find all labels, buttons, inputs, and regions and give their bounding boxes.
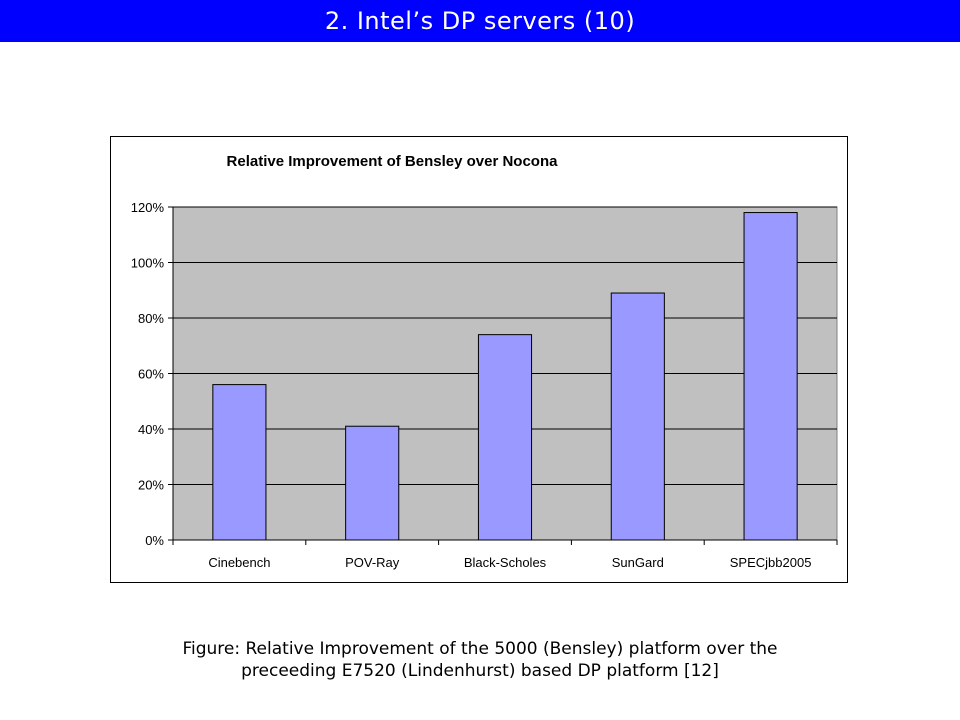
bar-chart: Relative Improvement of Bensley over Noc… (131, 153, 838, 570)
plot-area: 0% 20% 40% 60% 80% 100% 120% Cinebench POV-Ray Bl… (131, 200, 838, 570)
bar-sungard (610, 292, 665, 541)
caption-line-2: preceeding E7520 (Lindenhurst) based DP … (241, 661, 719, 681)
x-tick-label: POV-Ray (345, 555, 400, 570)
x-tick-label: Black-Scholes (464, 555, 547, 570)
chart-title: Relative Improvement of Bensley over Noc… (227, 153, 559, 170)
y-tick-label: 0% (145, 533, 164, 548)
x-tick-label: Cinebench (208, 555, 270, 570)
bar-cinebench (212, 384, 267, 541)
bar-specjbb2005 (743, 212, 798, 541)
y-tick-label: 60% (138, 367, 164, 382)
y-tick-label: 20% (138, 478, 164, 493)
chart-frame: Relative Improvement of Bensley over Noc… (110, 136, 848, 583)
y-tick-label: 100% (131, 256, 165, 271)
bar-black-scholes (477, 334, 533, 541)
caption-line-1: Figure: Relative Improvement of the 5000… (182, 639, 778, 659)
figure-caption: Figure: Relative Improvement of the 5000… (60, 638, 900, 682)
y-tick-label: 40% (138, 422, 164, 437)
bar-pov-ray (345, 425, 400, 541)
title-bar: 2. Intel’s DP servers (10) (0, 0, 960, 42)
y-tick-label: 80% (138, 311, 164, 326)
x-tick-label: SPECjbb2005 (730, 555, 812, 570)
slide-title: 2. Intel’s DP servers (10) (324, 7, 636, 35)
y-tick-label: 120% (131, 200, 165, 215)
x-tick-label: SunGard (612, 555, 664, 570)
